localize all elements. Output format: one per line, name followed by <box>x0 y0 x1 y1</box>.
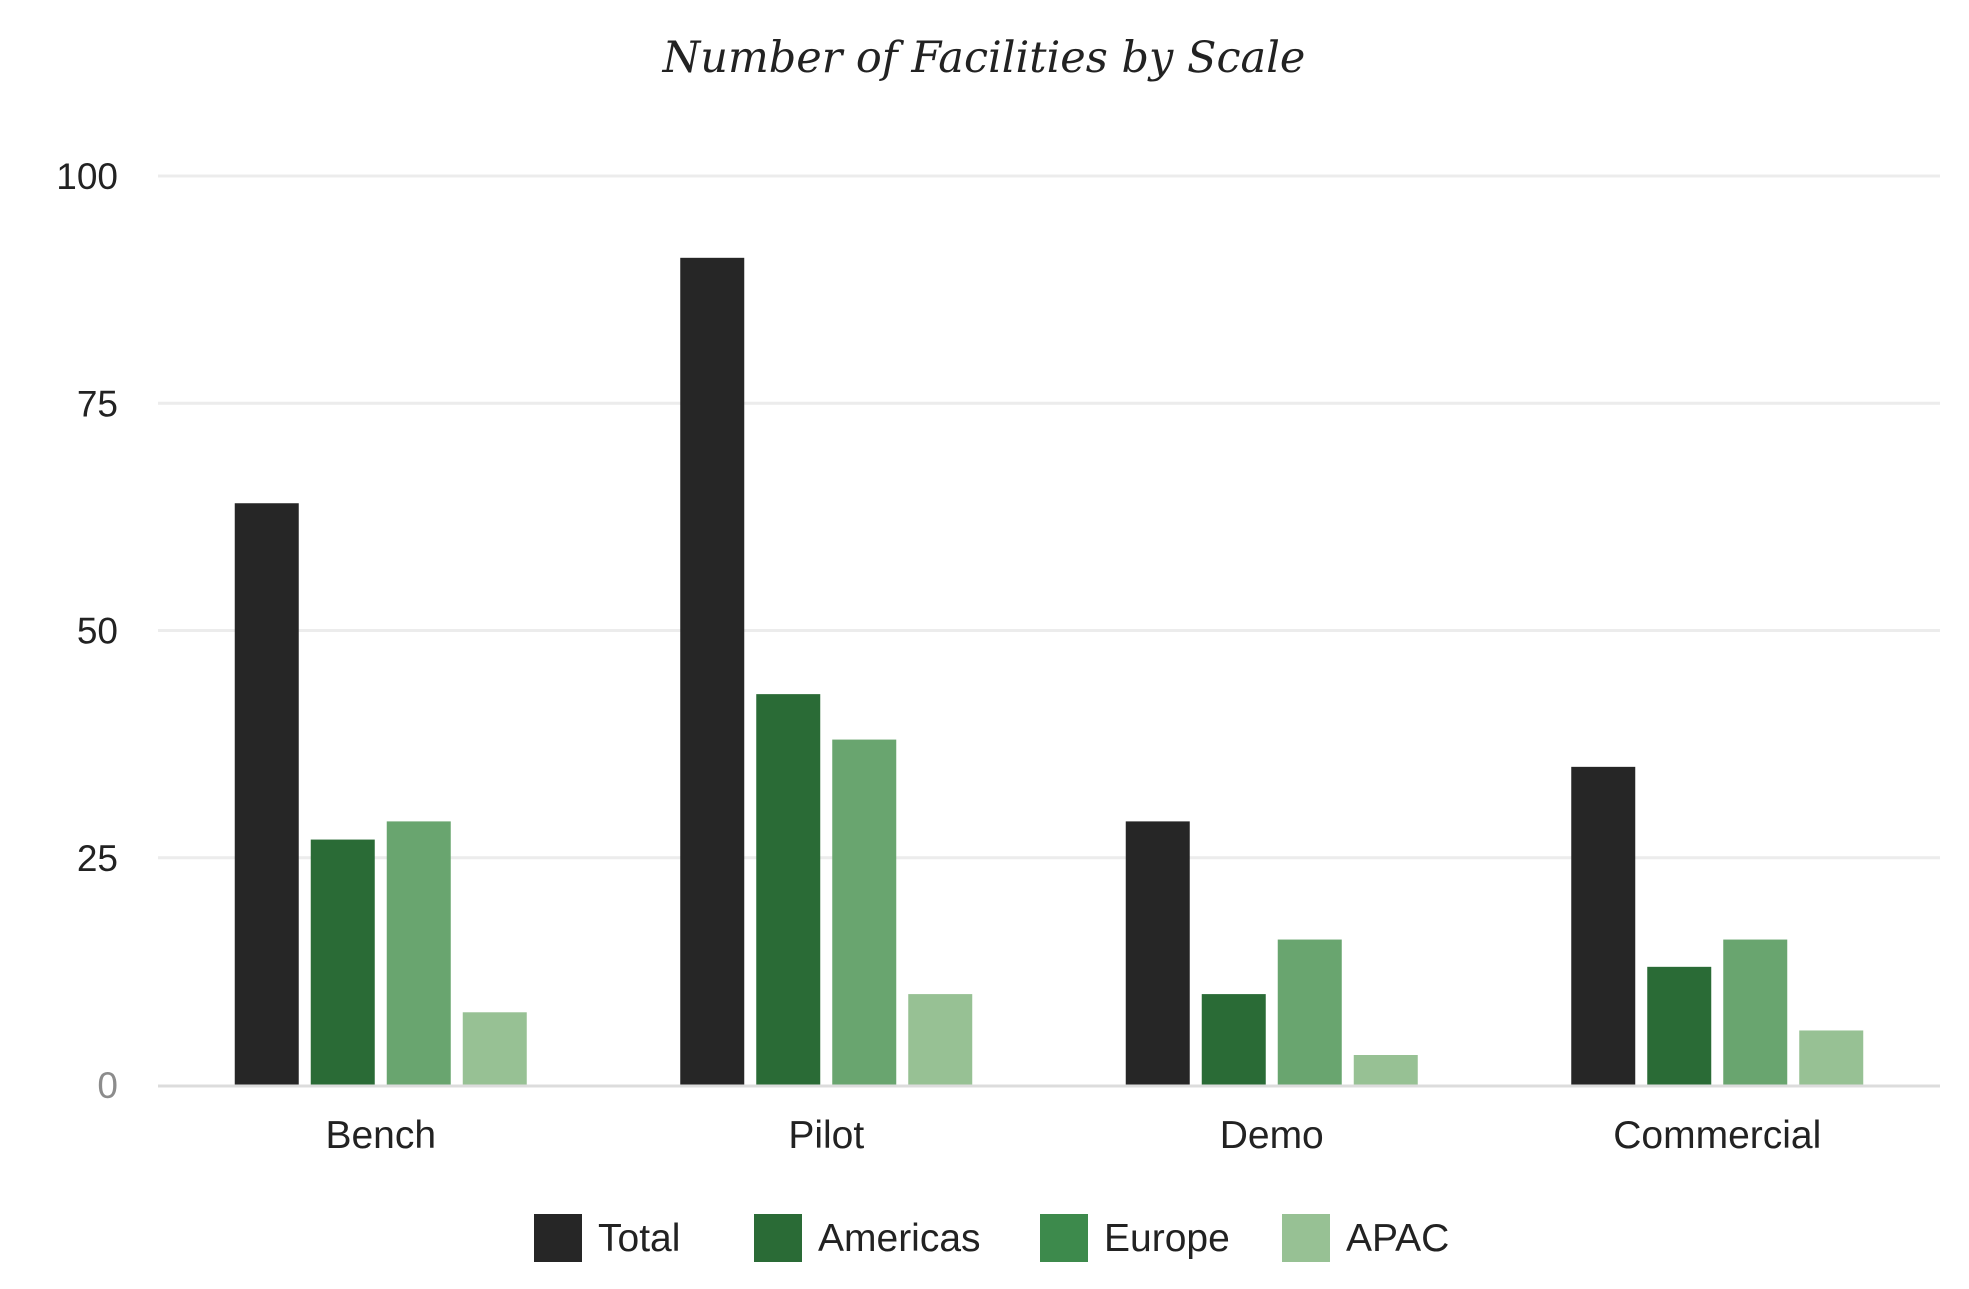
legend-swatch <box>1040 1214 1088 1262</box>
bar-europe-bench <box>386 821 451 1085</box>
x-tick-label: Commercial <box>1613 1114 1821 1157</box>
legend-item-americas: Americas <box>754 1214 981 1262</box>
legend: Total Americas Europe APAC <box>534 1214 1449 1262</box>
legend-swatch <box>1282 1214 1330 1262</box>
y-tick-label: 50 <box>77 611 118 652</box>
legend-label: Americas <box>818 1217 981 1260</box>
x-tick-label: Demo <box>1220 1114 1324 1157</box>
bar-total-bench <box>234 503 299 1085</box>
legend-label: Total <box>598 1217 680 1260</box>
legend-label: Europe <box>1104 1217 1230 1260</box>
bar-europe-commercial <box>1723 939 1788 1085</box>
bar-total-demo <box>1125 821 1190 1085</box>
y-tick-label: 75 <box>77 383 118 424</box>
bar-apac-bench <box>462 1012 527 1085</box>
bar-total-commercial <box>1571 766 1636 1085</box>
bar-europe-demo <box>1277 939 1342 1085</box>
legend-swatch <box>534 1214 582 1262</box>
legend-item-europe: Europe <box>1040 1214 1230 1262</box>
y-axis-ticks: 0 25 50 75 100 <box>56 156 118 1106</box>
bar-americas-pilot <box>756 694 821 1085</box>
legend-item-apac: APAC <box>1282 1214 1449 1262</box>
bar-apac-commercial <box>1799 1030 1864 1085</box>
x-axis: Bench Pilot Demo Commercial <box>158 1084 1940 1157</box>
legend-item-total: Total <box>534 1214 680 1262</box>
y-tick-label: 25 <box>77 838 118 879</box>
bars <box>234 257 1864 1085</box>
legend-swatch <box>754 1214 802 1262</box>
bar-apac-pilot <box>908 994 973 1085</box>
x-tick-label: Pilot <box>788 1114 864 1157</box>
bar-americas-demo <box>1201 994 1266 1085</box>
bar-americas-commercial <box>1647 966 1712 1085</box>
chart-title: Number of Facilities by Scale <box>662 33 1306 83</box>
y-tick-label: 0 <box>97 1065 118 1106</box>
legend-label: APAC <box>1346 1217 1449 1260</box>
bar-total-pilot <box>680 257 745 1085</box>
bar-apac-demo <box>1353 1055 1418 1085</box>
bar-americas-bench <box>310 839 375 1085</box>
bar-europe-pilot <box>832 739 897 1085</box>
x-tick-label: Bench <box>325 1114 436 1157</box>
y-tick-label: 100 <box>56 156 118 197</box>
gridlines <box>158 174 1940 860</box>
